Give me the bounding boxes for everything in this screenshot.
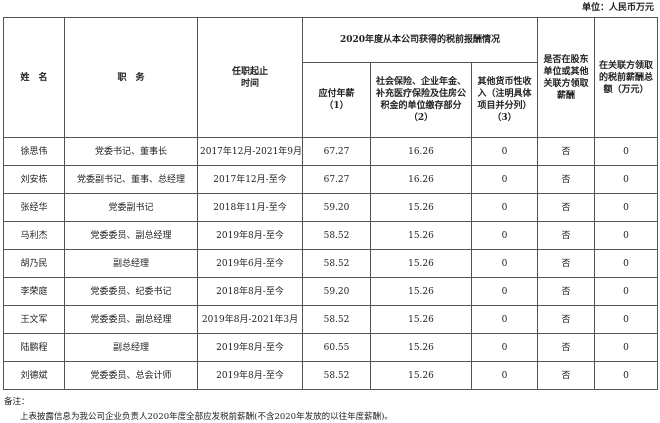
cell-other: 0	[470, 137, 539, 166]
note-label: 备注：	[4, 397, 30, 407]
cell-name: 胡乃民	[3, 249, 65, 278]
cell-insurance: 15.26	[370, 277, 472, 306]
cell-insurance: 16.26	[370, 137, 472, 166]
cell-related-total: 0	[594, 193, 659, 222]
table-row: 马利杰 党委委员、副总经理 2019年8月-至今 58.52 15.26 0 否 0	[3, 221, 659, 250]
cell-position: 党委委员、总会计师	[64, 361, 198, 390]
cell-term: 2019年8月-至今	[197, 333, 303, 362]
header-group: 2020年度从本公司获得的税前报酬情况	[301, 17, 539, 63]
cell-term: 2019年8月-至今	[197, 361, 303, 390]
cell-name: 李荣庭	[3, 277, 65, 306]
cell-related-total: 0	[594, 249, 659, 278]
cell-position: 党委副书记	[64, 193, 198, 222]
header-other-income: 其他货币性收入（注明具体项目并分列）（3）	[470, 62, 539, 138]
cell-term: 2019年6月-至今	[197, 249, 303, 278]
cell-related: 否	[537, 249, 596, 278]
cell-name: 刘德斌	[3, 361, 65, 390]
cell-other: 0	[470, 193, 539, 222]
cell-term: 2017年12月-至今	[197, 165, 303, 194]
table-row: 王文军 党委委员、副总经理 2019年8月-2021年3月 58.52 15.26 0 否 0	[3, 305, 659, 334]
cell-related-total: 0	[594, 305, 659, 334]
cell-related: 否	[537, 165, 596, 194]
cell-related-total: 0	[594, 361, 659, 390]
header-insurance: 社会保险、企业年金、补充医疗保险及住房公积金的单位缴存部分（2）	[370, 62, 472, 138]
cell-term: 2017年12月-2021年9月	[197, 137, 303, 166]
cell-related-total: 0	[594, 165, 659, 194]
cell-term: 2018年11月-至今	[197, 193, 303, 222]
cell-related: 否	[537, 221, 596, 250]
cell-related-total: 0	[594, 277, 659, 306]
cell-other: 0	[470, 221, 539, 250]
cell-position: 党委委员、副总经理	[64, 221, 198, 250]
table-row: 胡乃民 副总经理 2019年6月-至今 58.52 15.26 0 否 0	[3, 249, 659, 278]
cell-insurance: 15.26	[370, 193, 472, 222]
cell-insurance: 16.26	[370, 165, 472, 194]
header-related-total: 在关联方领取的税前薪酬总额（万元）	[594, 17, 659, 138]
cell-other: 0	[470, 249, 539, 278]
cell-name: 马利杰	[3, 221, 65, 250]
cell-position: 副总经理	[64, 333, 198, 362]
cell-salary: 59.20	[302, 193, 371, 222]
cell-name: 徐思伟	[3, 137, 65, 166]
cell-name: 王文军	[3, 305, 65, 334]
cell-position: 党委书记、董事长	[64, 137, 198, 166]
cell-insurance: 15.26	[370, 305, 472, 334]
cell-insurance: 15.26	[370, 249, 472, 278]
cell-other: 0	[470, 165, 539, 194]
cell-salary: 58.52	[302, 221, 371, 250]
table-row: 刘德斌 党委委员、总会计师 2019年8月-至今 58.52 15.26 0 否 0	[3, 361, 659, 390]
cell-insurance: 15.26	[370, 333, 472, 362]
cell-insurance: 15.26	[370, 361, 472, 390]
compensation-table: 姓 名 职 务 任职起止时间 2020年度从本公司获得的税前报酬情况 是否在股东…	[3, 17, 659, 390]
cell-name: 刘安栋	[3, 165, 65, 194]
cell-salary: 58.52	[302, 305, 371, 334]
cell-term: 2018年8月-至今	[197, 277, 303, 306]
table-row: 张经华 党委副书记 2018年11月-至今 59.20 15.26 0 否 0	[3, 193, 659, 222]
table-row: 李荣庭 党委委员、纪委书记 2018年8月-至今 59.20 15.26 0 否 0	[3, 277, 659, 306]
cell-other: 0	[470, 361, 539, 390]
cell-related-total: 0	[594, 137, 659, 166]
table-row: 陆鹏程 副总经理 2019年8月-至今 60.55 15.26 0 否 0	[3, 333, 659, 362]
cell-name: 张经华	[3, 193, 65, 222]
cell-salary: 67.27	[302, 137, 371, 166]
cell-term: 2019年8月-2021年3月	[197, 305, 303, 334]
cell-related: 否	[537, 305, 596, 334]
header-name: 姓 名	[3, 17, 65, 138]
table-row: 徐思伟 党委书记、董事长 2017年12月-2021年9月 67.27 16.26 0 否 0	[3, 137, 659, 166]
note-text: 上表披露信息为我公司企业负责人2020年度全部应发税前薪酬(不含2020年发放的…	[20, 412, 393, 422]
cell-related: 否	[537, 137, 596, 166]
cell-related: 否	[537, 193, 596, 222]
cell-salary: 58.52	[302, 249, 371, 278]
header-position: 职 务	[64, 17, 198, 138]
cell-insurance: 15.26	[370, 221, 472, 250]
cell-position: 副总经理	[64, 249, 198, 278]
cell-position: 党委副书记、董事、总经理	[64, 165, 198, 194]
cell-salary: 58.52	[302, 361, 371, 390]
unit-label: 单位：人民币万元	[581, 3, 654, 13]
table-row: 刘安栋 党委副书记、董事、总经理 2017年12月-至今 67.27 16.26 0 否 0	[3, 165, 659, 194]
cell-position: 党委委员、副总经理	[64, 305, 198, 334]
cell-other: 0	[470, 305, 539, 334]
header-term: 任职起止时间	[197, 17, 303, 138]
cell-term: 2019年8月-至今	[197, 221, 303, 250]
header-salary: 应付年薪（1）	[302, 62, 371, 138]
cell-salary: 59.20	[302, 277, 371, 306]
cell-related-total: 0	[594, 221, 659, 250]
cell-other: 0	[470, 277, 539, 306]
header-related-party: 是否在股东单位或其他关联方领取薪酬	[537, 17, 596, 138]
cell-position: 党委委员、纪委书记	[64, 277, 198, 306]
cell-salary: 67.27	[302, 165, 371, 194]
cell-related-total: 0	[594, 333, 659, 362]
cell-related: 否	[537, 277, 596, 306]
cell-other: 0	[470, 333, 539, 362]
cell-salary: 60.55	[302, 333, 371, 362]
cell-name: 陆鹏程	[3, 333, 65, 362]
cell-related: 否	[537, 361, 596, 390]
cell-related: 否	[537, 333, 596, 362]
